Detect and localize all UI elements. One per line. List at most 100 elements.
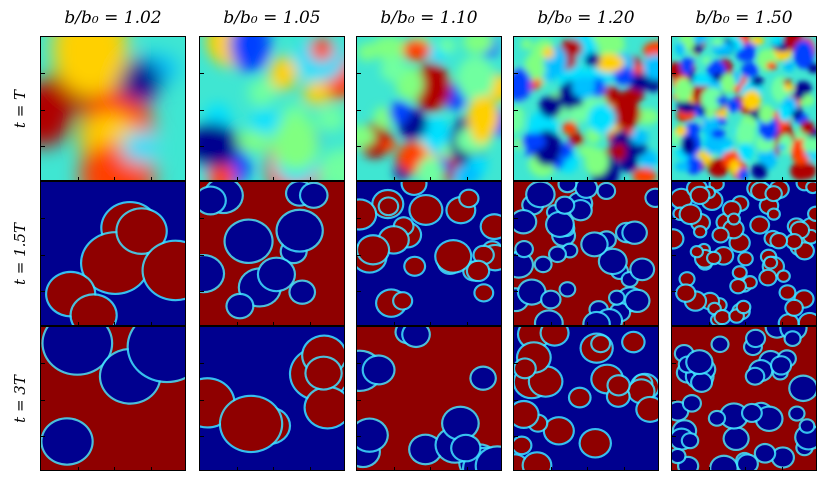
y-tick	[41, 254, 45, 256]
y-tick	[357, 145, 361, 147]
y-tick	[514, 109, 518, 111]
y-tick	[41, 218, 45, 220]
x-tick	[623, 467, 625, 470]
y-tick	[41, 290, 45, 292]
pattern-panel-r3-c5	[671, 326, 817, 471]
y-tick	[41, 363, 45, 365]
x-tick	[745, 467, 746, 470]
y-tick	[672, 218, 676, 220]
x-tick	[623, 177, 625, 180]
x-tick	[550, 467, 552, 470]
y-tick	[514, 399, 518, 401]
y-tick	[672, 145, 676, 147]
pattern-panel-r3-c1	[40, 326, 186, 471]
y-tick	[41, 109, 45, 111]
pattern-panel-r2-c5	[671, 181, 817, 326]
y-tick	[41, 399, 45, 401]
y-tick	[357, 435, 361, 437]
column-title-2: b/b₀ = 1.05	[223, 8, 321, 28]
y-tick	[357, 109, 361, 111]
x-tick	[430, 177, 431, 180]
x-tick	[781, 322, 783, 325]
x-tick	[466, 322, 468, 325]
x-tick	[708, 322, 710, 325]
x-tick	[781, 467, 783, 470]
x-tick	[708, 177, 710, 180]
x-tick	[708, 467, 710, 470]
y-tick	[200, 254, 204, 256]
y-tick	[672, 254, 676, 256]
x-tick	[150, 467, 152, 470]
pattern-panel-r3-c3	[356, 326, 502, 471]
y-tick	[514, 145, 518, 147]
y-tick	[200, 109, 204, 111]
y-tick	[41, 435, 45, 437]
x-tick	[114, 322, 115, 325]
y-tick	[357, 399, 361, 401]
y-tick	[200, 435, 204, 437]
column-title-5: b/b₀ = 1.50	[695, 8, 793, 28]
y-tick	[672, 290, 676, 292]
x-tick	[393, 322, 395, 325]
x-tick	[77, 467, 79, 470]
column-title-1: b/b₀ = 1.02	[64, 8, 162, 28]
x-tick	[236, 467, 238, 470]
pattern-panel-r2-c1	[40, 181, 186, 326]
pattern-panel-r1-c5	[671, 36, 817, 181]
pattern-panel-r2-c2	[199, 181, 345, 326]
y-tick	[357, 218, 361, 220]
x-tick	[273, 177, 274, 180]
y-tick	[514, 363, 518, 365]
pattern-panel-r1-c1	[40, 36, 186, 181]
column-title-4: b/b₀ = 1.20	[537, 8, 635, 28]
y-tick	[357, 73, 361, 75]
y-tick	[514, 290, 518, 292]
x-tick	[745, 322, 746, 325]
x-tick	[550, 322, 552, 325]
x-tick	[273, 467, 274, 470]
y-tick	[672, 363, 676, 365]
x-tick	[77, 177, 79, 180]
pattern-panel-r1-c2	[199, 36, 345, 181]
x-tick	[150, 322, 152, 325]
y-tick	[672, 109, 676, 111]
column-title-3: b/b₀ = 1.10	[380, 8, 478, 28]
y-tick	[672, 435, 676, 437]
x-tick	[430, 322, 431, 325]
x-tick	[309, 467, 311, 470]
y-tick	[200, 218, 204, 220]
y-tick	[41, 73, 45, 75]
x-tick	[309, 322, 311, 325]
x-tick	[77, 322, 79, 325]
x-tick	[236, 322, 238, 325]
row-label-1: t = T	[11, 89, 30, 128]
x-tick	[393, 177, 395, 180]
pattern-panel-r1-c3	[356, 36, 502, 181]
pattern-panel-r3-c4	[513, 326, 659, 471]
x-tick	[587, 322, 588, 325]
x-tick	[550, 177, 552, 180]
x-tick	[587, 177, 588, 180]
y-tick	[514, 218, 518, 220]
y-tick	[514, 73, 518, 75]
x-tick	[393, 467, 395, 470]
x-tick	[745, 177, 746, 180]
y-tick	[672, 399, 676, 401]
x-tick	[623, 322, 625, 325]
x-tick	[430, 467, 431, 470]
x-tick	[150, 177, 152, 180]
x-tick	[236, 177, 238, 180]
pattern-panel-r1-c4	[513, 36, 659, 181]
row-label-3: t = 3T	[11, 374, 29, 423]
row-label-2: t = 1.5T	[11, 222, 29, 285]
y-tick	[200, 73, 204, 75]
x-tick	[273, 322, 274, 325]
y-tick	[514, 435, 518, 437]
pattern-panel-r2-c3	[356, 181, 502, 326]
x-tick	[587, 467, 588, 470]
y-tick	[200, 399, 204, 401]
y-tick	[357, 290, 361, 292]
y-tick	[200, 290, 204, 292]
x-tick	[466, 177, 468, 180]
